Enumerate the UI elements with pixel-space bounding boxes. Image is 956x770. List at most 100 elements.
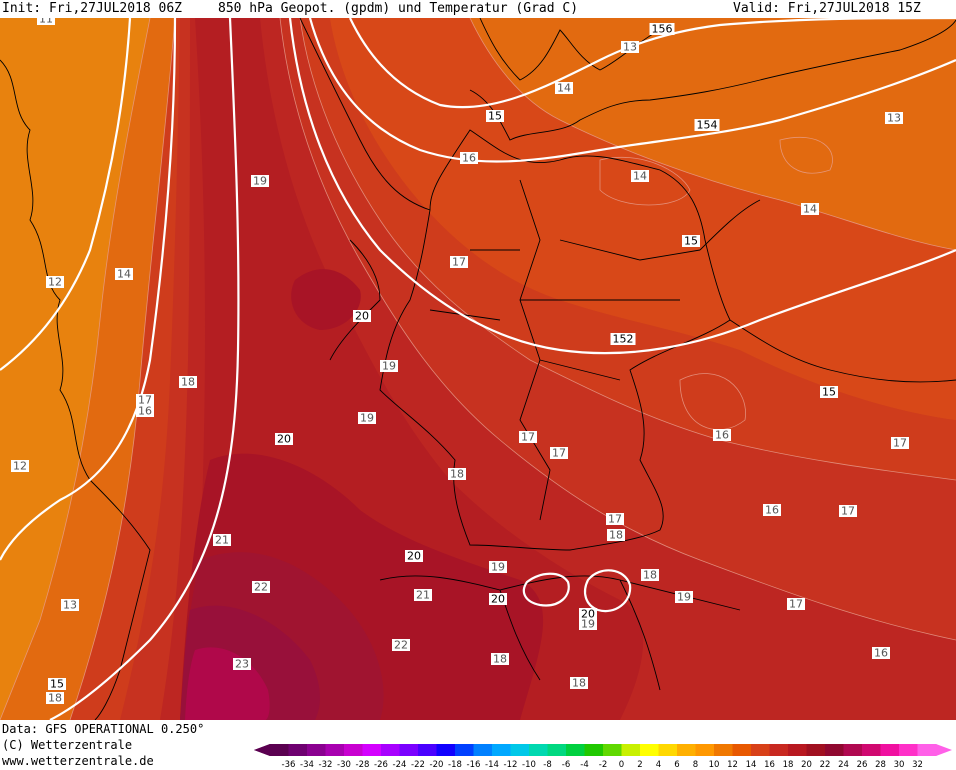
temperature-label-text: 17 xyxy=(608,513,622,526)
scale-swatch xyxy=(658,744,678,756)
temperature-label: 16 xyxy=(713,429,731,442)
scale-label: 18 xyxy=(783,760,794,770)
geopotential-label-text: 156 xyxy=(652,23,673,36)
temp-band-20-north xyxy=(291,269,361,330)
geopotential-label: 152 xyxy=(610,333,636,346)
scale-label: 24 xyxy=(838,760,849,770)
init-time: Init: Fri,27JUL2018 06Z xyxy=(2,1,183,16)
uk-coast xyxy=(0,59,91,481)
france-west xyxy=(89,479,151,720)
geopotential-label-text: 20 xyxy=(581,608,595,621)
temperature-label-text: 16 xyxy=(874,647,888,660)
temperature-label-text: 18 xyxy=(609,529,623,542)
scale-label: -24 xyxy=(393,760,407,770)
temperature-label-text: 12 xyxy=(48,276,62,289)
scale-label: -6 xyxy=(562,760,570,770)
scale-swatch xyxy=(825,744,844,756)
scale-swatch xyxy=(510,744,530,756)
scale-label: -10 xyxy=(522,760,536,770)
temperature-label: 13 xyxy=(621,41,639,54)
temperature-field xyxy=(0,18,956,720)
scale-label: -28 xyxy=(356,760,370,770)
western-borders xyxy=(299,18,431,361)
temperature-label-text: 19 xyxy=(360,412,374,425)
geopotential-label-text: 15 xyxy=(488,110,502,123)
scale-swatch xyxy=(270,744,289,756)
temperature-label: 16 xyxy=(136,405,154,418)
scale-swatch xyxy=(899,744,918,756)
temperature-label: 18 xyxy=(607,529,625,542)
scale-swatch xyxy=(547,744,567,756)
temperature-label-text: 13 xyxy=(63,599,77,612)
color-scale: -36 -34 -32 -30 -28 -26 -24 -22 -20 -18 -16 -14 -12-… xyxy=(254,744,952,770)
temperature-label-text: 21 xyxy=(416,589,430,602)
temperature-label-text: 14 xyxy=(117,268,131,281)
copyright-text: (C) Wetterzentrale xyxy=(2,738,133,752)
temperature-label-text: 21 xyxy=(215,534,229,547)
temperature-label-text: 18 xyxy=(48,692,62,705)
temperature-label-text: 17 xyxy=(452,256,466,269)
scale-label: -32 xyxy=(319,760,333,770)
scale-swatch xyxy=(621,744,641,756)
contour-150 xyxy=(49,18,240,720)
map-title: 850 hPa Geopot. (gpdm) und Temperatur (G… xyxy=(218,1,579,16)
geopotential-label-text: 152 xyxy=(613,333,634,346)
temperature-label-text: 13 xyxy=(623,41,637,54)
temperature-label-text: 18 xyxy=(493,653,507,666)
inner-borders xyxy=(429,179,701,521)
temperature-label-text: 19 xyxy=(491,561,505,574)
scale-swatch xyxy=(695,744,715,756)
scale-swatch xyxy=(436,744,456,756)
temperature-label: 17 xyxy=(606,513,624,526)
geopotential-label: 156 xyxy=(649,23,675,36)
map-header: Init: Fri,27JUL2018 06Z 850 hPa Geopot. … xyxy=(0,0,956,18)
temperature-label: 14 xyxy=(555,82,573,95)
scale-arrow-left-tip xyxy=(254,744,270,756)
scale-label: -18 xyxy=(448,760,462,770)
temperature-label-text: 22 xyxy=(254,581,268,594)
scale-swatch xyxy=(325,744,345,756)
scale-arrow-right xyxy=(936,744,952,756)
color-scale-labels: -36 -34 -32 -30 -28 -26 -24 -22 -20 -18 -16 -14 -12-… xyxy=(282,760,923,770)
temperature-label: 18 xyxy=(641,569,659,582)
scale-label: 4 xyxy=(656,760,661,770)
temperature-label-text: 19 xyxy=(677,591,691,604)
scale-label: -26 xyxy=(374,760,388,770)
geopotential-label-text: 15 xyxy=(822,386,836,399)
temperature-label-text: 16 xyxy=(715,429,729,442)
temperature-label: 14 xyxy=(631,170,649,183)
temperature-label-text: 16 xyxy=(765,504,779,517)
scale-label: 2 xyxy=(637,760,642,770)
website-url[interactable]: www.wetterzentrale.de xyxy=(2,754,154,768)
geopotential-label-text: 15 xyxy=(50,678,64,691)
scale-label: 10 xyxy=(709,760,720,770)
scale-label: -20 xyxy=(430,760,444,770)
temperature-label-text: 17 xyxy=(521,431,535,444)
scale-swatch xyxy=(381,744,400,756)
scale-label: -4 xyxy=(580,760,588,770)
temperature-label: 16 xyxy=(460,152,478,165)
temperature-label: 18 xyxy=(491,653,509,666)
temperature-label: 17 xyxy=(891,437,909,450)
temperature-label: 21 xyxy=(414,589,432,602)
temperature-label-text: 17 xyxy=(841,505,855,518)
map-footer: Data: GFS OPERATIONAL 0.250° (C) Wetterz… xyxy=(0,720,956,770)
temperature-label-text: 18 xyxy=(181,376,195,389)
geopotential-label-text: 154 xyxy=(697,119,718,132)
temperature-label: 21 xyxy=(213,534,231,547)
scale-swatch xyxy=(880,744,900,756)
temperature-label: 17 xyxy=(519,431,537,444)
data-source-text: Data: GFS OPERATIONAL 0.250° xyxy=(2,722,205,736)
temperature-label: 14 xyxy=(115,268,133,281)
temperature-label: 18 xyxy=(179,376,197,389)
temp-band-west-12 xyxy=(0,18,150,720)
scale-label: -12 xyxy=(504,760,518,770)
scale-swatch xyxy=(399,744,419,756)
geopotential-label: 15 xyxy=(820,386,838,399)
geopotential-label: 20 xyxy=(353,310,371,323)
scale-label: 14 xyxy=(746,760,757,770)
scale-swatch xyxy=(288,744,308,756)
temperature-label: 18 xyxy=(570,677,588,690)
temperature-label-text: 17 xyxy=(789,598,803,611)
